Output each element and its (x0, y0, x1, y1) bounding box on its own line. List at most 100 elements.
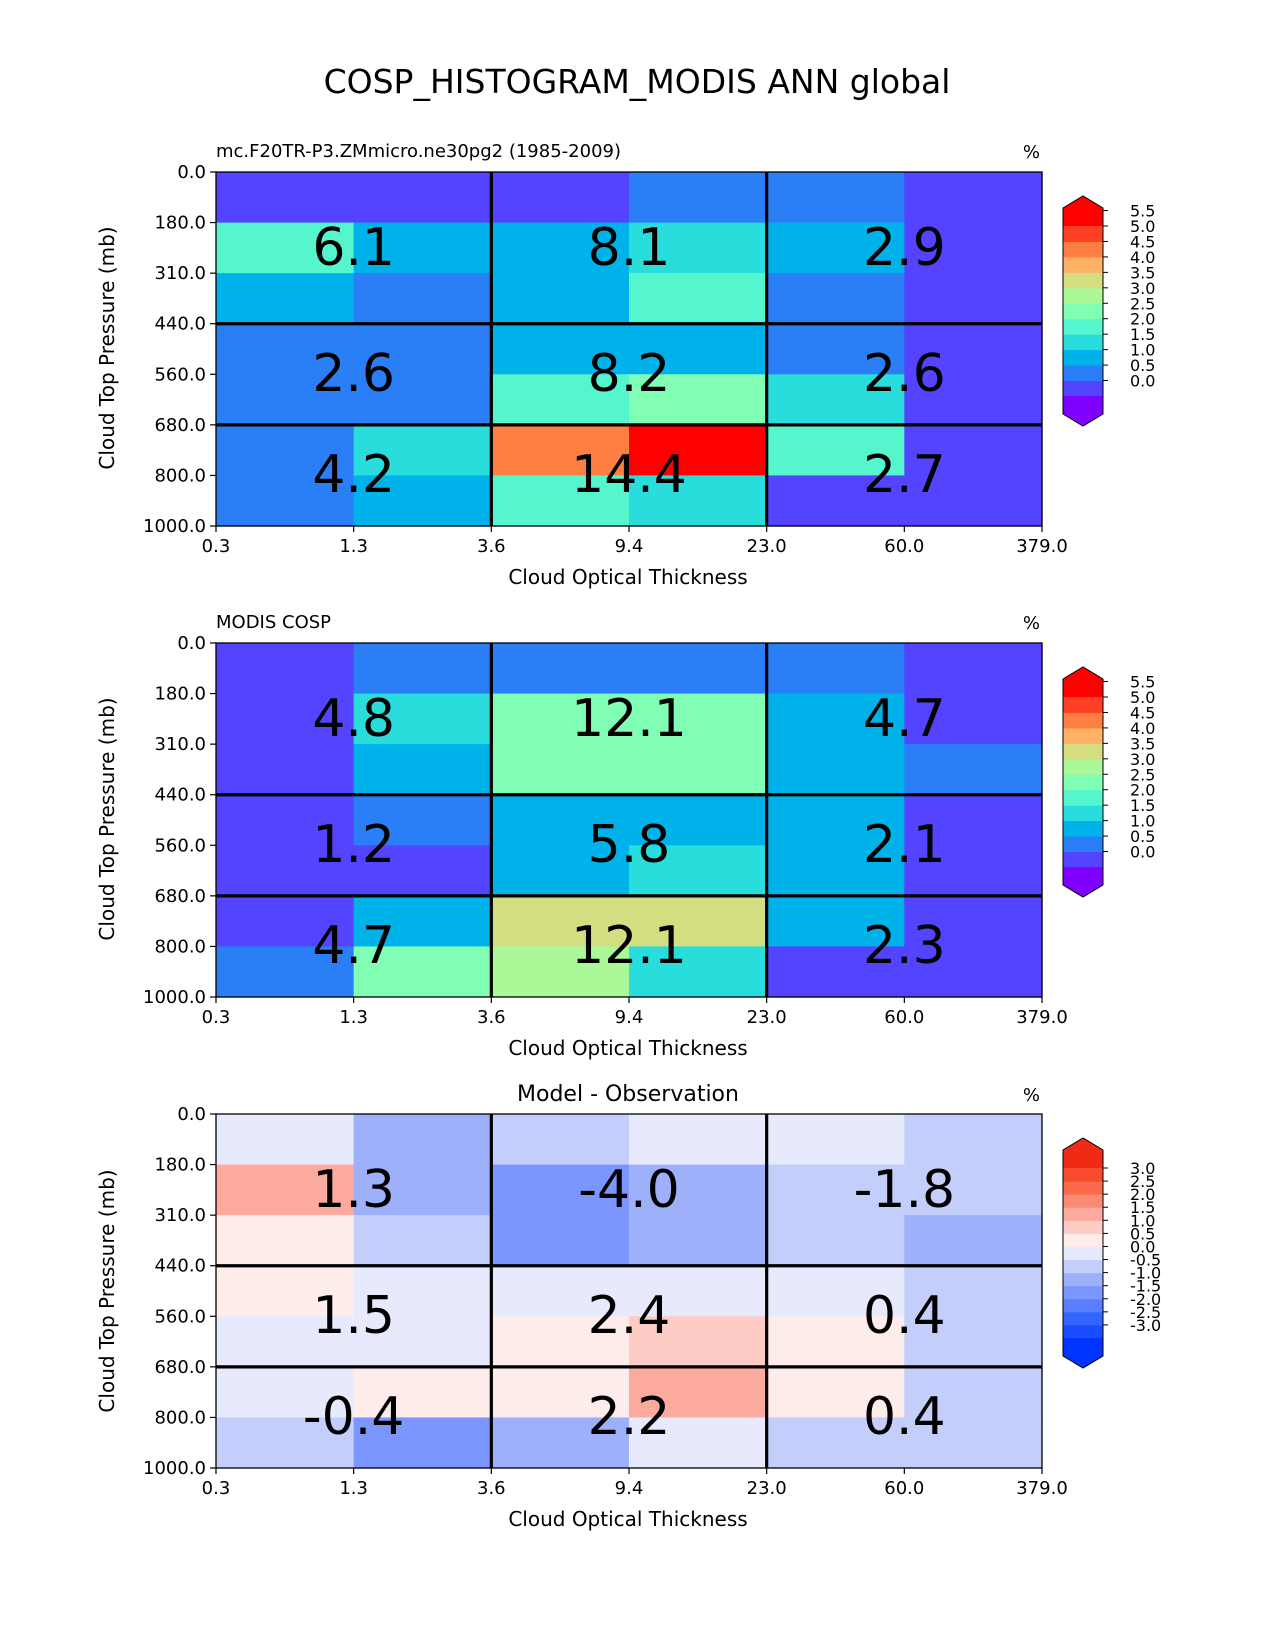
colorbar-tick-label: 5.0 (1130, 217, 1155, 236)
y-tick-label: 800.0 (154, 936, 206, 957)
colorbar: 3.02.52.01.51.00.50.0-0.5-1.0-1.5-2.0-2.… (1062, 1137, 1161, 1369)
summary-value: 12.1 (571, 916, 687, 976)
summary-value: 2.6 (863, 344, 946, 404)
summary-value: 4.7 (312, 916, 395, 976)
heatmap-cell (904, 1417, 1043, 1469)
grid-dividers (216, 172, 1042, 526)
heatmap-cell (216, 1215, 355, 1267)
colorbar-tick-label: 2.5 (1130, 294, 1155, 313)
colorbar-tick-label: 2.5 (1130, 765, 1155, 784)
colorbar-outline (1062, 1137, 1104, 1369)
colorbar-band (1063, 1259, 1103, 1274)
y-tick-label: 440.0 (154, 785, 206, 806)
y-tick-label: 0.0 (177, 1104, 206, 1125)
colorbar-tick-label: 2.5 (1130, 1172, 1155, 1191)
heatmap-cell (353, 374, 492, 426)
colorbar-band (1063, 287, 1103, 304)
panel-title: Model - Observation (517, 1082, 739, 1107)
x-axis-label: Cloud Optical Thickness (508, 1507, 747, 1531)
heatmap-cell (904, 424, 1043, 477)
heatmap-cell (629, 693, 768, 745)
heatmap-cell (216, 1265, 355, 1317)
summary-labels: 1.3 -4.0 -1.8 1.5 2.4 0.4 -0.4 2.2 0.4 (303, 1160, 955, 1447)
y-tick-label: 800.0 (154, 465, 206, 486)
heatmap-cell (904, 172, 1043, 224)
x-tick-label: 60.0 (884, 536, 924, 557)
summary-value: 2.1 (863, 815, 946, 875)
heatmap-cell (629, 374, 768, 426)
heatmap-cell (904, 273, 1043, 325)
heatmap-cell (766, 1316, 905, 1368)
heatmap-cell (904, 222, 1043, 274)
panel-title: MODIS COSP (216, 612, 331, 633)
y-tick-label: 180.0 (154, 213, 206, 234)
y-tick-label: 180.0 (154, 684, 206, 705)
heatmap-cell (353, 1417, 492, 1469)
model-histogram-panel: mc.F20TR-P3.ZMmicro.ne30pg2 (1985-2009) … (95, 141, 1155, 589)
colorbar-tick-label: 0.0 (1130, 843, 1155, 862)
units-label: % (1023, 1085, 1040, 1106)
heatmap-cell (353, 1265, 492, 1317)
heatmap-cell (629, 1366, 768, 1419)
heatmap-cell (766, 1164, 905, 1216)
figure-title: COSP_HISTOGRAM_MODIS ANN global (324, 62, 951, 101)
x-tick-label: 0.3 (202, 1478, 231, 1499)
colorbar-tick-label: -0.5 (1130, 1251, 1161, 1270)
heatmap-cell (904, 1366, 1043, 1419)
x-tick-label: 60.0 (884, 1007, 924, 1028)
heatmap-cell (629, 744, 768, 796)
heatmap-cell (904, 1316, 1043, 1368)
heatmap-cell (353, 424, 492, 477)
heatmap-cell (904, 374, 1043, 426)
summary-labels: 6.1 8.1 2.9 2.6 8.2 2.6 4.2 14.4 2.7 (312, 218, 945, 505)
y-tick-label: 560.0 (154, 1306, 206, 1327)
colorbar-band (1063, 789, 1103, 806)
colorbar-band (1063, 697, 1103, 713)
heatmap-cell (491, 1265, 630, 1317)
y-axis-label: Cloud Top Pressure (mb) (95, 226, 119, 469)
colorbar-band (1063, 836, 1103, 853)
heatmap-cell (216, 1164, 355, 1216)
heatmap-cell (216, 374, 355, 426)
heatmap-cell (766, 1417, 905, 1469)
units-label: % (1023, 142, 1040, 163)
summary-value: 4.7 (863, 689, 946, 749)
colorbar-band (1063, 318, 1103, 335)
heatmap-cell (491, 794, 630, 846)
heatmap-cell (629, 794, 768, 846)
colorbar: 5.55.04.54.03.53.02.52.01.51.00.50.0 (1062, 666, 1155, 898)
summary-value: 0.4 (863, 1286, 946, 1346)
colorbar-extend-max (1063, 196, 1103, 226)
y-tick-label: 1000.0 (143, 987, 206, 1008)
heatmap-cells (216, 643, 1043, 998)
heatmap-cell (629, 1417, 768, 1469)
heatmap-cell (216, 895, 355, 948)
summary-value: 1.5 (312, 1286, 395, 1346)
colorbar-band (1063, 851, 1103, 868)
colorbar-tick-label: 3.5 (1130, 263, 1155, 282)
summary-value: 4.8 (312, 689, 395, 749)
y-axis-label: Cloud Top Pressure (mb) (95, 1169, 119, 1412)
y-tick-label: 1000.0 (143, 516, 206, 537)
heatmap-cell (629, 845, 768, 897)
colorbar-tick-label: 3.0 (1130, 279, 1155, 298)
x-axis-ticks: 0.3 1.3 3.6 9.4 23.0 60.0 379.0 (202, 526, 1068, 557)
x-tick-label: 379.0 (1016, 1478, 1068, 1499)
colorbar-band (1063, 1168, 1103, 1182)
heatmap-cell (353, 794, 492, 846)
summary-value: 5.8 (588, 815, 671, 875)
heatmap-cell (629, 1316, 768, 1368)
heatmap-cell (491, 1316, 630, 1368)
heatmap-cell (904, 744, 1043, 796)
heatmap-cell (629, 222, 768, 274)
heatmap-cell (904, 794, 1043, 846)
x-tick-label: 9.4 (615, 1478, 644, 1499)
summary-value: 2.7 (863, 445, 946, 505)
heatmap-cell (766, 374, 905, 426)
colorbar-tick-label: 1.5 (1130, 1198, 1155, 1217)
heatmap-cell (216, 273, 355, 325)
colorbar-tick-label: 1.5 (1130, 325, 1155, 344)
heatmap-cell (629, 475, 768, 527)
heatmap-cells (216, 172, 1043, 527)
heatmap-cell (766, 475, 905, 527)
